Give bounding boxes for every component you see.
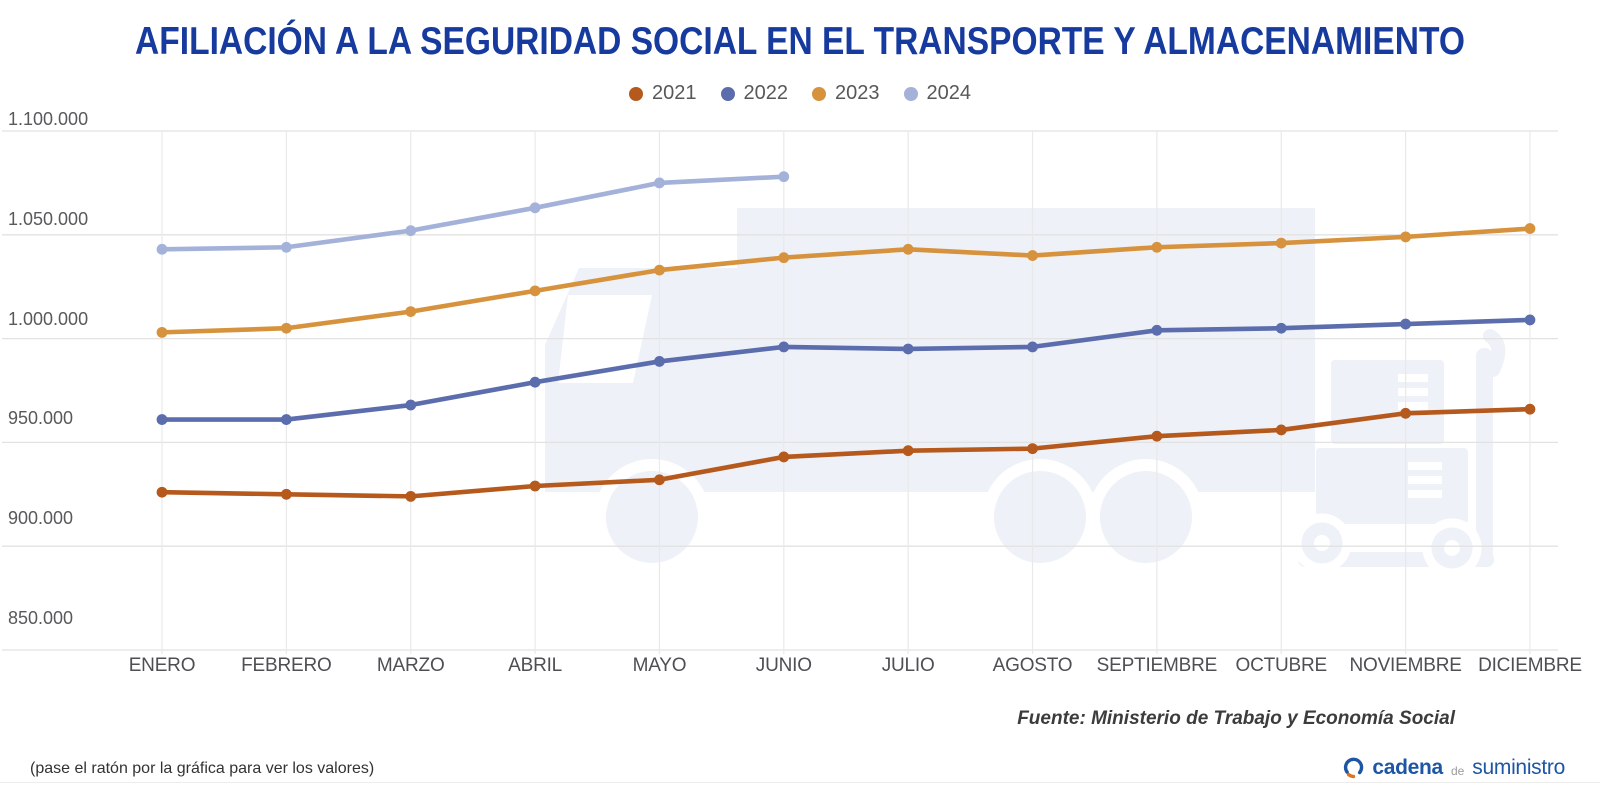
- x-axis-month-label: MARZO: [376, 655, 445, 676]
- y-axis-tick-label: 1.000.000: [8, 308, 89, 329]
- data-point-2022-OCTUBRE[interactable]: [1275, 322, 1287, 334]
- data-point-2022-FEBRERO[interactable]: [280, 414, 292, 425]
- chart-legend: 2021 2022 2023 2024: [0, 82, 1600, 105]
- data-point-2021-ENERO[interactable]: [156, 486, 168, 498]
- data-point-2022-ENERO[interactable]: [156, 414, 168, 425]
- data-point-2023-ENERO[interactable]: [156, 326, 168, 338]
- y-axis-tick-label: 900.000: [8, 508, 74, 529]
- grid: [2, 130, 1558, 654]
- data-point-2021-ABRIL[interactable]: [529, 480, 541, 492]
- data-point-2024-MARZO[interactable]: [405, 225, 417, 237]
- series-line-2024: [159, 174, 787, 252]
- legend-dot-icon: [629, 86, 643, 101]
- x-axis-month-label: FEBRERO: [241, 655, 332, 676]
- watermark-truck-illustration: [545, 208, 1506, 578]
- data-point-2021-MARZO[interactable]: [405, 490, 417, 502]
- data-point-2022-SEPTIEMBRE[interactable]: [1151, 324, 1163, 336]
- series-2021: [156, 403, 1536, 502]
- data-point-2023-DICIEMBRE[interactable]: [1524, 223, 1536, 234]
- series-2024: [156, 171, 790, 255]
- legend-label: 2022: [743, 82, 789, 104]
- data-point-2024-ABRIL[interactable]: [529, 202, 541, 214]
- legend-item-2022[interactable]: 2022: [720, 82, 789, 105]
- logo-word-de: de: [1450, 764, 1465, 778]
- data-point-2022-JULIO[interactable]: [902, 343, 914, 355]
- data-point-2021-FEBRERO[interactable]: [280, 488, 292, 500]
- series-layer: [156, 171, 1536, 502]
- data-point-2021-SEPTIEMBRE[interactable]: [1151, 430, 1163, 442]
- logo-word-suministro: suministro: [1472, 756, 1565, 779]
- data-point-2022-AGOSTO[interactable]: [1027, 341, 1038, 353]
- data-point-2023-MAYO[interactable]: [654, 264, 665, 276]
- cadena-de-suministro-logo[interactable]: cadena de suministro: [1342, 756, 1565, 780]
- data-point-2021-MAYO[interactable]: [654, 474, 665, 486]
- bottom-divider: [0, 782, 1600, 783]
- data-point-2024-ENERO[interactable]: [156, 243, 168, 255]
- x-axis-month-label: MAYO: [632, 655, 687, 676]
- source-note: Fuente: Ministerio de Trabajo y Economía…: [1017, 708, 1455, 729]
- series-line-2023: [159, 226, 1533, 335]
- series-2022: [156, 314, 1536, 425]
- data-point-2022-JUNIO[interactable]: [778, 341, 790, 353]
- data-point-2023-JUNIO[interactable]: [778, 252, 790, 264]
- data-point-2021-DICIEMBRE[interactable]: [1524, 403, 1536, 415]
- y-axis-tick-label: 1.100.000: [8, 109, 89, 129]
- x-axis-month-label: JULIO: [881, 655, 935, 676]
- legend-dot-icon: [903, 86, 918, 101]
- data-point-2022-ABRIL[interactable]: [529, 376, 541, 388]
- y-axis-tick-label: 850.000: [8, 608, 74, 628]
- x-axis-month-label: ENERO: [128, 655, 196, 676]
- legend-item-2023[interactable]: 2023: [812, 82, 880, 105]
- data-point-2021-JUNIO[interactable]: [778, 451, 790, 463]
- logo-word-cadena: cadena: [1372, 756, 1443, 779]
- legend-label: 2024: [926, 82, 972, 104]
- data-point-2022-DICIEMBRE[interactable]: [1524, 314, 1536, 326]
- x-axis-month-label: NOVIEMBRE: [1349, 655, 1462, 676]
- data-point-2021-OCTUBRE[interactable]: [1275, 424, 1287, 436]
- chart-title: AFILIACIÓN A LA SEGURIDAD SOCIAL EN EL T…: [135, 20, 1465, 63]
- data-point-2022-NOVIEMBRE[interactable]: [1400, 318, 1411, 330]
- data-point-2022-MAYO[interactable]: [654, 356, 665, 367]
- legend-label: 2021: [652, 82, 697, 104]
- data-point-2023-SEPTIEMBRE[interactable]: [1151, 241, 1163, 253]
- hover-hint: (pase el ratón por la gráfica para ver l…: [30, 760, 375, 777]
- legend-dot-icon: [720, 86, 735, 101]
- data-point-2023-AGOSTO[interactable]: [1027, 250, 1038, 261]
- legend-item-2024[interactable]: 2024: [903, 82, 972, 105]
- data-point-2023-FEBRERO[interactable]: [280, 322, 292, 334]
- data-point-2023-ABRIL[interactable]: [529, 285, 541, 297]
- data-point-2023-NOVIEMBRE[interactable]: [1400, 231, 1411, 243]
- data-point-2024-MAYO[interactable]: [654, 177, 665, 189]
- x-axis-month-label: OCTUBRE: [1235, 655, 1327, 676]
- x-axis-month-label: ABRIL: [508, 655, 563, 676]
- data-point-2021-AGOSTO[interactable]: [1027, 443, 1038, 455]
- x-axis-month-label: DICIEMBRE: [1478, 655, 1582, 676]
- series-line-2021: [159, 406, 1533, 499]
- data-point-2024-FEBRERO[interactable]: [280, 241, 292, 253]
- x-axis-month-label: AGOSTO: [992, 655, 1073, 676]
- y-axis-tick-label: 950.000: [8, 408, 74, 429]
- series-2023: [156, 223, 1536, 338]
- data-point-2022-MARZO[interactable]: [405, 399, 417, 411]
- legend-label: 2023: [835, 82, 880, 104]
- x-axis-month-label: SEPTIEMBRE: [1096, 655, 1218, 676]
- data-point-2021-JULIO[interactable]: [902, 445, 914, 457]
- data-point-2023-MARZO[interactable]: [405, 306, 417, 318]
- data-point-2023-OCTUBRE[interactable]: [1275, 237, 1287, 249]
- series-line-2022: [159, 317, 1533, 422]
- data-point-2021-NOVIEMBRE[interactable]: [1400, 407, 1411, 419]
- legend-dot-icon: [812, 86, 826, 101]
- legend-item-2021[interactable]: 2021: [629, 82, 697, 105]
- y-axis-tick-label: 1.050.000: [8, 208, 89, 229]
- logo-circle-icon: [1344, 757, 1364, 778]
- x-axis-month-label: JUNIO: [755, 655, 812, 676]
- data-point-2024-JUNIO[interactable]: [778, 171, 790, 183]
- watermark-trolley-illustration: [1292, 329, 1506, 578]
- data-point-2023-JULIO[interactable]: [902, 243, 914, 255]
